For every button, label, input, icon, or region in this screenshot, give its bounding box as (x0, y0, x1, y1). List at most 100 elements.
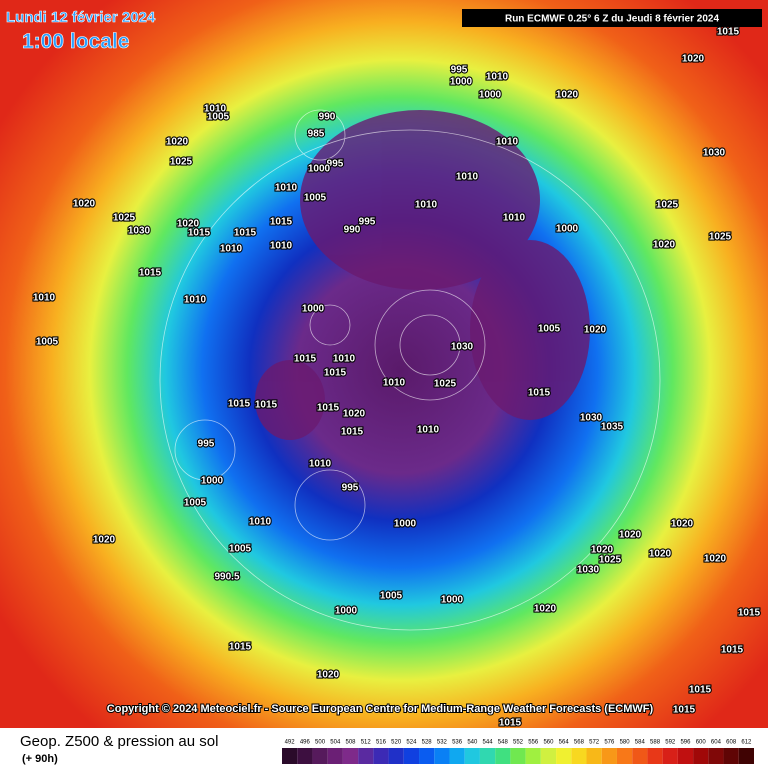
color-swatch (708, 748, 724, 764)
isobar-label: 1015 (324, 368, 347, 379)
isobar-label: 1000 (335, 606, 358, 617)
isobar-label: 1020 (317, 670, 340, 681)
isobar-label: 1015 (234, 228, 257, 239)
level-label: 568 (574, 740, 585, 746)
color-swatch (632, 748, 648, 764)
isobar-label: 1010 (270, 241, 293, 252)
isobar-label: 1020 (649, 549, 672, 560)
level-label: 552 (513, 740, 524, 746)
isobar-label: 1005 (184, 498, 207, 509)
level-label: 556 (528, 740, 539, 746)
color-swatch (495, 748, 511, 764)
isobar-label: 1020 (591, 545, 614, 556)
isobars (159, 109, 661, 631)
color-swatch (738, 748, 754, 764)
level-label: 588 (650, 740, 661, 746)
isobar-label: 1015 (270, 217, 293, 228)
level-label: 576 (604, 740, 615, 746)
color-swatch (586, 748, 602, 764)
level-label: 528 (422, 740, 433, 746)
isobar-label: 1020 (177, 219, 200, 230)
color-swatch (677, 748, 694, 764)
isobar-label: 1010 (204, 104, 227, 115)
isobar-label: 1015 (294, 354, 317, 365)
isobar-label: 1025 (599, 555, 622, 566)
isobar-label: 1015 (673, 705, 696, 716)
color-swatch (297, 748, 313, 764)
level-label: 548 (498, 740, 509, 746)
isobar-label: 990.5 (214, 572, 239, 583)
isobar-label: 1025 (656, 200, 679, 211)
isobar-label: 1010 (275, 183, 298, 194)
copyright: Copyright © 2024 Meteociel.fr - Source E… (107, 703, 654, 715)
level-label: 604 (711, 740, 722, 746)
isobar-label: 1000 (394, 519, 417, 530)
level-label: 584 (635, 740, 646, 746)
color-swatch (662, 748, 678, 764)
isobar-label: 1015 (255, 400, 278, 411)
low-areas (255, 110, 590, 440)
color-swatch (525, 748, 541, 764)
isobar-label: 1005 (538, 324, 561, 335)
isobar-label: 1020 (671, 519, 694, 530)
isobar-label: 1010 (383, 378, 406, 389)
isobar-label: 1030 (703, 148, 726, 159)
run-box (462, 9, 762, 27)
isobar-label: 1000 (308, 164, 331, 175)
isobar-label: 1015 (528, 388, 551, 399)
isobar-label: 1010 (220, 244, 243, 255)
isobar-label: 1010 (333, 354, 356, 365)
isobar-label: 1030 (577, 565, 600, 576)
isobar-label: 1025 (434, 379, 457, 390)
isobar-label: 1025 (113, 213, 136, 224)
color-swatch (419, 748, 435, 764)
level-label: 524 (406, 740, 417, 746)
run-info: Run ECMWF 0.25° 6 Z du Jeudi 8 février 2… (505, 14, 720, 25)
isobar-label: 1020 (584, 325, 607, 336)
isobar-label: 1020 (682, 54, 705, 65)
color-swatch (540, 748, 557, 764)
isobar-label: 1015 (717, 27, 740, 38)
isobar-label: 1025 (170, 157, 193, 168)
isobar-label: 1000 (201, 476, 224, 487)
isobar-label: 1015 (317, 403, 340, 414)
isobar-label: 1005 (36, 337, 59, 348)
level-label: 580 (620, 740, 631, 746)
color-swatch (479, 748, 496, 764)
color-swatch (510, 748, 526, 764)
isobar-label: 1010 (503, 213, 526, 224)
level-label: 564 (559, 740, 570, 746)
color-swatch (342, 748, 359, 764)
isobar-label: 1015 (689, 685, 712, 696)
legend-lead: (+ 90h) (22, 753, 58, 765)
isobar-label: 1010 (417, 425, 440, 436)
level-label: 536 (452, 740, 463, 746)
level-label: 504 (330, 740, 341, 746)
isobar-label: 985 (308, 129, 325, 140)
isobar-label: 1005 (380, 591, 403, 602)
color-swatch (601, 748, 617, 764)
isobar-label: 1000 (479, 90, 502, 101)
isobar-label: 995 (198, 439, 215, 450)
level-label: 544 (483, 740, 494, 746)
level-label: 612 (741, 740, 752, 746)
isobar-label: 1000 (441, 595, 464, 606)
isobar-label: 1015 (738, 608, 761, 619)
isobar-label: 1035 (601, 422, 624, 433)
isobar-label: 1010 (415, 200, 438, 211)
color-swatch (723, 748, 739, 764)
isobar-label: 1015 (229, 642, 252, 653)
level-label: 572 (589, 740, 600, 746)
level-label: 596 (680, 740, 691, 746)
color-swatch (449, 748, 465, 764)
color-swatch (403, 748, 420, 764)
isobar-label: 1000 (302, 304, 325, 315)
isobar-label: 1015 (499, 718, 522, 729)
level-label: 532 (437, 740, 448, 746)
isobar-label: 990 (344, 225, 361, 236)
isobar-label: 1020 (619, 530, 642, 541)
color-swatch (616, 748, 633, 764)
isobar-label: 1005 (207, 112, 230, 123)
